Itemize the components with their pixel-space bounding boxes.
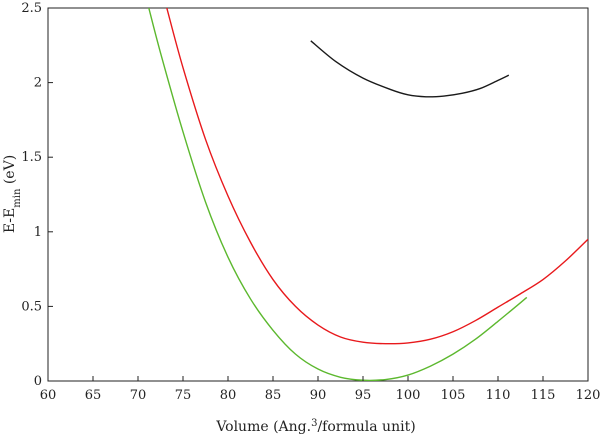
x-tick-label: 60: [40, 388, 57, 403]
y-tick-label: 2.5: [21, 1, 42, 16]
y-tick-label: 0.5: [21, 299, 42, 314]
x-tick-label: 120: [576, 388, 600, 403]
y-tick-label: 2: [34, 76, 42, 91]
x-tick-label: 115: [531, 388, 556, 403]
series-layer: [148, 8, 588, 381]
x-tick-label: 65: [85, 388, 102, 403]
y-tick-label: 1: [34, 225, 42, 240]
x-tick-label: 85: [265, 388, 282, 403]
x-tick-label: 80: [220, 388, 237, 403]
x-tick-label: 95: [355, 388, 372, 403]
x-tick-label: 75: [175, 388, 192, 403]
y-tick-label: 1.5: [21, 150, 42, 165]
series-line-3: [148, 8, 528, 381]
ticks-layer: 60 65 70 75 80 85 90 95 100 105 110 115 120 0 0.5 1 1.5 2…: [21, 1, 600, 403]
x-axis-title: Volume (Ang.3/formula unit): [215, 418, 415, 436]
series-line-1: [310, 40, 510, 98]
x-tick-label: 100: [396, 388, 421, 403]
x-tick-label: 110: [486, 388, 511, 403]
series-line-2: [166, 8, 588, 345]
x-tick-label: 90: [310, 388, 327, 403]
x-tick-label: 105: [441, 388, 466, 403]
y-axis-title: E-Emin (eV): [2, 155, 23, 233]
x-tick-label: 70: [130, 388, 147, 403]
y-tick-label: 0: [34, 374, 42, 389]
